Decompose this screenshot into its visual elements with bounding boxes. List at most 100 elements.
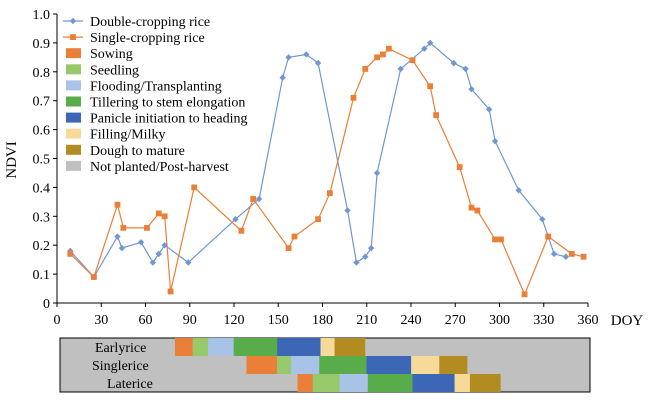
- legend-label: Single-cropping rice: [90, 31, 205, 46]
- data-point-single-cropping: [167, 288, 174, 295]
- data-point-single-cropping: [362, 66, 369, 72]
- data-point-double-cropping: [155, 250, 162, 258]
- data-point-double-cropping: [539, 215, 546, 223]
- x-tick-label: 300: [489, 313, 510, 328]
- legend-label: Filling/Milky: [90, 128, 165, 143]
- x-tick-label: 30: [94, 313, 108, 328]
- data-point-single-cropping: [161, 213, 168, 220]
- calendar-segment: [320, 338, 335, 356]
- data-point-single-cropping: [456, 164, 463, 171]
- data-point-single-cropping: [374, 54, 380, 61]
- calendar-segment: [174, 338, 193, 356]
- y-tick-label: 0.9: [33, 37, 51, 52]
- data-point-double-cropping: [285, 54, 292, 61]
- data-point-single-cropping: [238, 227, 245, 234]
- data-point-double-cropping: [515, 187, 522, 194]
- legend-swatch: [66, 80, 81, 91]
- y-axis-label: NDVI: [4, 141, 20, 179]
- y-tick-label: 0.1: [33, 268, 51, 283]
- y-tick-label: 0.2: [33, 239, 51, 254]
- calendar-segment: [439, 356, 468, 374]
- legend-swatch: [66, 160, 81, 171]
- data-point-single-cropping: [580, 253, 587, 260]
- x-tick-label: 360: [578, 313, 599, 328]
- ndvi-line-chart: 0 30 60 90 120 150 180 210 240 270 300 330 360 00.10…: [4, 8, 643, 329]
- data-point-single-cropping: [521, 291, 528, 298]
- calendar-segment: [277, 356, 292, 374]
- data-point-double-cropping: [421, 45, 428, 52]
- y-axis-ticks: 0 0.1 0.2 0.3 0.4 0.5 0.6 0.7 0.8 0.9 1.0: [33, 8, 57, 312]
- data-point-double-cropping: [462, 65, 469, 73]
- y-tick-label: 0.4: [33, 181, 51, 196]
- data-point-single-cropping: [120, 224, 127, 231]
- data-point-single-cropping: [191, 184, 198, 191]
- calendar-segment: [233, 338, 278, 356]
- series-markers: [67, 39, 587, 298]
- data-point-single-cropping: [67, 250, 74, 257]
- data-point-double-cropping: [485, 106, 493, 113]
- data-point-double-cropping: [373, 169, 381, 177]
- calendar-segment: [312, 374, 340, 392]
- data-point-double-cropping: [353, 259, 360, 266]
- data-point-single-cropping: [380, 51, 386, 58]
- y-tick-label: 0.7: [33, 95, 51, 110]
- data-point-single-cropping: [427, 83, 434, 90]
- data-point-single-cropping: [545, 233, 552, 240]
- x-tick-label: 150: [268, 313, 289, 328]
- calendar-segment: [367, 374, 413, 392]
- legend-diamond-marker: [69, 17, 77, 25]
- legend-swatch: [66, 112, 81, 123]
- data-point-double-cropping: [314, 59, 322, 67]
- data-point-double-cropping: [161, 242, 168, 249]
- x-axis-ticks: 0 30 60 90 120 150 180 210 240 270 300 330 360: [54, 303, 599, 328]
- legend-swatch: [66, 128, 81, 139]
- data-point-double-cropping: [550, 250, 558, 258]
- y-tick-label: 0.5: [33, 153, 51, 168]
- x-tick-label: 120: [224, 313, 245, 328]
- legend-swatch: [66, 96, 81, 107]
- data-point-double-cropping: [137, 239, 145, 246]
- legend-label: Flooding/Transplanting: [90, 79, 222, 94]
- calendar-row-label: Singlerice: [92, 359, 149, 374]
- x-tick-label: 210: [356, 313, 377, 328]
- data-point-single-cropping: [492, 236, 498, 243]
- legend-label: Sowing: [90, 47, 133, 62]
- calendar-segment: [411, 356, 440, 374]
- data-point-double-cropping: [149, 259, 157, 266]
- y-tick-label: 0.3: [33, 210, 51, 225]
- x-axis-label: DOY: [611, 313, 644, 329]
- data-point-double-cropping: [279, 74, 286, 81]
- data-point-single-cropping: [285, 245, 292, 251]
- data-point-single-cropping: [144, 224, 150, 231]
- calendar-segment: [297, 374, 313, 392]
- data-point-double-cropping: [114, 233, 121, 240]
- data-point-single-cropping: [468, 204, 475, 211]
- data-point-double-cropping: [303, 51, 310, 58]
- calendar-segment: [277, 338, 321, 356]
- legend-swatch: [66, 64, 81, 75]
- x-tick-label: 330: [533, 313, 554, 328]
- data-point-double-cropping: [450, 59, 457, 67]
- data-point-double-cropping: [562, 253, 570, 260]
- data-point-single-cropping: [155, 210, 162, 217]
- data-point-double-cropping: [255, 195, 263, 203]
- phenology-calendar: Earlyrice Singlerice Laterice: [59, 337, 591, 393]
- calendar-row-label: Laterice: [107, 377, 153, 392]
- data-point-single-cropping: [90, 274, 97, 280]
- calendar-segment: [208, 338, 234, 356]
- calendar-segment: [339, 374, 368, 392]
- y-tick-label: 1.0: [33, 8, 51, 23]
- calendar-segment: [319, 356, 367, 374]
- data-point-double-cropping: [397, 65, 404, 73]
- legend-label: Panicle initiation to heading: [90, 112, 247, 127]
- data-point-double-cropping: [344, 207, 351, 214]
- data-point-double-cropping: [426, 39, 434, 47]
- y-tick-label: 0: [43, 297, 50, 312]
- y-tick-label: 0.6: [33, 124, 51, 139]
- data-point-single-cropping: [291, 233, 298, 240]
- calendar-segment: [412, 374, 455, 392]
- data-point-double-cropping: [367, 244, 375, 252]
- data-point-single-cropping: [568, 250, 575, 257]
